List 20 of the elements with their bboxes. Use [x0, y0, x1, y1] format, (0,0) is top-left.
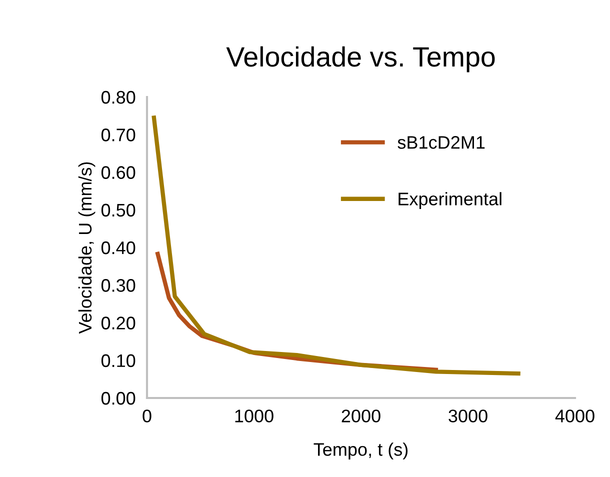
legend-label: Experimental [398, 192, 502, 209]
y-axis-title: Velocidade, U (mm/s) [78, 162, 96, 334]
y-tick-label: 0.80 [101, 90, 136, 104]
y-tick-label: 0.70 [101, 128, 136, 142]
x-tick-label: 4000 [555, 410, 594, 422]
y-tick-label: 0.60 [101, 166, 136, 179]
x-tick-label: 2000 [342, 410, 380, 422]
legend-label: sB1cD2M1 [398, 136, 485, 149]
y-tick-label: 0.50 [101, 204, 136, 217]
y-tick-label: 0.10 [101, 354, 136, 368]
x-tick-label: 1000 [235, 410, 274, 422]
x-tick-label: 0 [142, 410, 152, 422]
x-tick-label: 3000 [448, 410, 488, 422]
x-axis-title: Tempo, t (s) [314, 442, 408, 460]
y-tick-label: 0.40 [101, 241, 136, 254]
y-tick-label: 0.00 [101, 392, 136, 405]
y-tick-label: 0.30 [101, 279, 136, 292]
y-tick-label: 0.20 [101, 316, 136, 330]
chart-title: Velocidade vs. Tempo [226, 46, 495, 72]
line-series [152, 116, 520, 376]
